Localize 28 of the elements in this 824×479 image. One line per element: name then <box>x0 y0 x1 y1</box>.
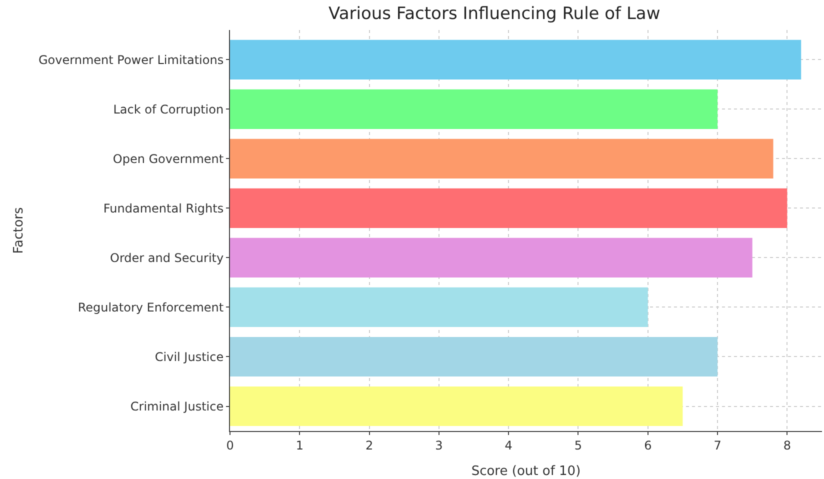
x-tick-label: 6 <box>644 438 652 452</box>
y-tick-label: Order and Security <box>110 250 224 265</box>
x-tick-label: 5 <box>574 438 582 452</box>
y-tick-label: Criminal Justice <box>130 399 224 414</box>
chart-title: Various Factors Influencing Rule of Law <box>328 4 660 24</box>
bar <box>230 89 718 130</box>
bar <box>230 40 802 80</box>
y-tick-label: Government Power Limitations <box>38 52 224 67</box>
x-tick-label: 3 <box>435 438 443 452</box>
bar <box>230 336 718 377</box>
bar <box>230 238 752 278</box>
x-tick-label: 7 <box>714 438 722 452</box>
y-tick-label: Lack of Corruption <box>113 102 224 116</box>
x-tick-label: 0 <box>226 438 234 452</box>
y-tick-label: Open Government <box>112 152 224 166</box>
bar <box>230 188 788 228</box>
y-tick-label: Civil Justice <box>154 350 224 364</box>
y-axis-title: Factors <box>11 206 26 254</box>
bar <box>230 287 648 328</box>
y-tick-label: Fundamental Rights <box>103 201 224 216</box>
bar <box>230 138 774 179</box>
x-tick-label: 8 <box>783 438 791 452</box>
x-tick-label: 2 <box>365 438 374 452</box>
y-tick-label: Regulatory Enforcement <box>78 300 224 314</box>
x-tick-label: 4 <box>504 438 512 452</box>
bar <box>230 386 683 426</box>
x-axis-title: Score (out of 10) <box>471 464 581 479</box>
x-tick-label: 1 <box>296 438 304 452</box>
